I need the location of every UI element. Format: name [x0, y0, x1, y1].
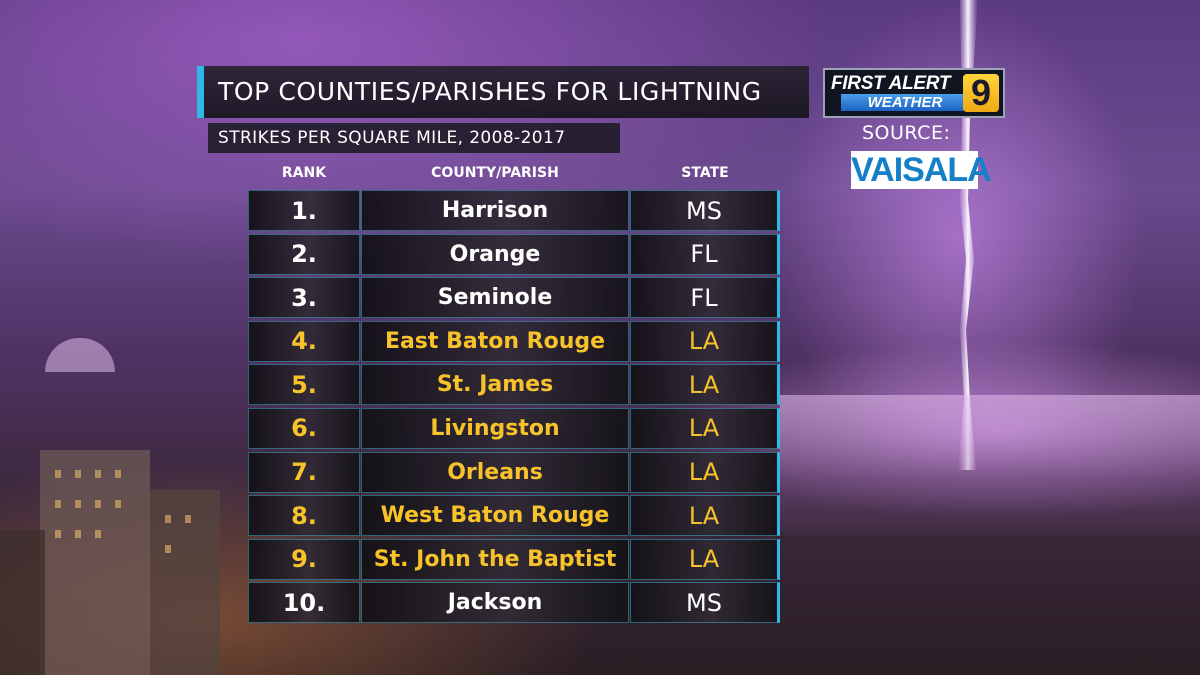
county-cell: West Baton Rouge [361, 495, 629, 537]
county-cell: St. John the Baptist [361, 538, 629, 580]
page-title: TOP COUNTIES/PARISHES FOR LIGHTNING [218, 77, 762, 106]
rank-cell: 3. [248, 277, 360, 319]
state-cell: FL [630, 277, 780, 319]
column-header-state: STATE [681, 165, 729, 181]
source-label: SOURCE: [862, 122, 951, 144]
rank-cell: 7. [248, 451, 360, 493]
page-subtitle: STRIKES PER SQUARE MILE, 2008-2017 [218, 128, 566, 148]
table-row: 1. Harrison MS [248, 190, 780, 232]
county-cell: St. James [361, 364, 629, 406]
state-cell: MS [630, 190, 780, 231]
table-row: 4. East Baton Rouge LA [248, 320, 780, 363]
table-row: 5. St. James LA [248, 364, 780, 406]
rank-cell: 1. [248, 190, 360, 231]
table-row: 6. Livingston LA [248, 407, 780, 450]
rank-cell: 4. [248, 320, 360, 362]
state-cell: LA [630, 364, 780, 406]
column-header-county: COUNTY/PARISH [431, 165, 559, 181]
county-cell: Orleans [361, 451, 629, 493]
logo-first-alert-text: FIRST ALERT [831, 73, 951, 94]
rank-cell: 5. [248, 364, 360, 406]
table-row: 10. Jackson MS [248, 582, 780, 624]
table-row: 2. Orange FL [248, 233, 780, 276]
rank-cell: 2. [248, 233, 360, 275]
rank-cell: 6. [248, 407, 360, 449]
table-row: 7. Orleans LA [248, 451, 780, 494]
title-bar: TOP COUNTIES/PARISHES FOR LIGHTNING [197, 66, 809, 118]
county-cell: Seminole [361, 277, 629, 319]
ranking-table: 1. Harrison MS 2. Orange FL 3. Seminole … [248, 190, 780, 626]
county-cell: Jackson [361, 582, 629, 624]
rank-cell: 9. [248, 538, 360, 580]
logo-weather-text: WEATHER [841, 94, 969, 111]
vaisala-logo: VAISALA [851, 151, 992, 189]
table-row: 9. St. John the Baptist LA [248, 538, 780, 581]
state-cell: LA [630, 495, 780, 537]
column-header-rank: RANK [281, 165, 327, 181]
channel-number-badge: 9 [963, 74, 999, 112]
county-cell: Livingston [361, 407, 629, 449]
table-row: 8. West Baton Rouge LA [248, 495, 780, 537]
state-cell: LA [630, 320, 780, 362]
table-row: 3. Seminole FL [248, 277, 780, 319]
dome-building-background [45, 338, 115, 372]
state-cell: MS [630, 582, 780, 624]
state-cell: FL [630, 233, 780, 275]
county-cell: Orange [361, 233, 629, 275]
county-cell: Harrison [361, 190, 629, 231]
city-buildings-background [0, 450, 220, 675]
county-cell: East Baton Rouge [361, 320, 629, 362]
first-alert-weather-logo: FIRST ALERT WEATHER 9 [823, 68, 1005, 118]
rank-cell: 8. [248, 495, 360, 537]
rank-cell: 10. [248, 582, 360, 624]
subtitle-bar: STRIKES PER SQUARE MILE, 2008-2017 [208, 123, 620, 153]
state-cell: LA [630, 538, 780, 580]
state-cell: LA [630, 451, 780, 493]
state-cell: LA [630, 407, 780, 449]
river-background [780, 395, 1200, 535]
table-header: RANK COUNTY/PARISH STATE [248, 165, 780, 185]
